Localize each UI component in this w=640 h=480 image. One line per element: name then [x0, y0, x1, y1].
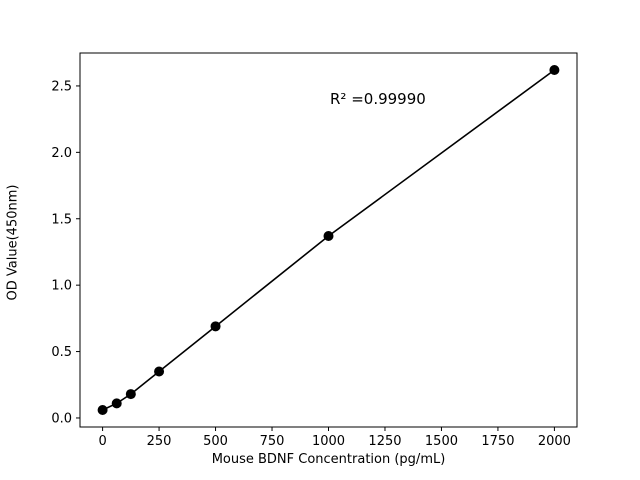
x-tick-label: 1000 — [312, 434, 345, 449]
data-point — [549, 65, 560, 75]
data-point — [210, 321, 221, 332]
x-tick-label: 1250 — [368, 434, 401, 449]
y-axis-label: OD Value(450nm) — [5, 184, 21, 301]
y-tick-label: 2.0 — [51, 146, 72, 161]
data-point — [323, 231, 334, 242]
y-tick-label: 2.5 — [51, 79, 72, 94]
x-tick-label: 250 — [147, 434, 172, 449]
x-tick-label: 2000 — [538, 434, 571, 449]
x-tick-label: 0 — [98, 434, 106, 449]
data-point — [97, 405, 108, 415]
y-tick-label: 0.5 — [51, 345, 72, 360]
data-point — [154, 366, 165, 377]
data-point — [125, 389, 136, 400]
x-axis-label: Mouse BDNF Concentration (pg/mL) — [211, 452, 446, 467]
y-tick-label: 0.0 — [51, 411, 72, 426]
data-point — [111, 398, 122, 409]
x-tick-label: 750 — [260, 434, 285, 449]
x-tick-label: 1750 — [481, 434, 514, 449]
r-squared-annotation: R² =0.99990 — [330, 90, 426, 108]
y-tick-label: 1.0 — [51, 279, 72, 294]
x-tick-label: 1500 — [425, 434, 458, 449]
y-tick-label: 1.5 — [51, 212, 72, 227]
x-tick-label: 500 — [203, 434, 228, 449]
